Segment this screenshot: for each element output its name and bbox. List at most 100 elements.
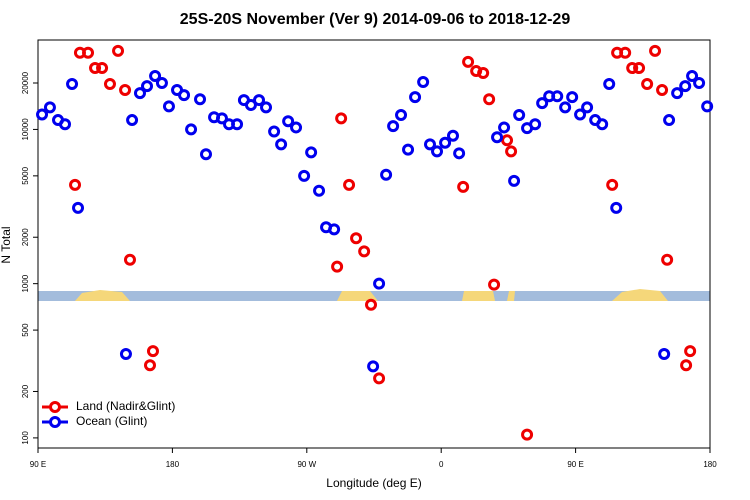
point	[103, 78, 116, 91]
point	[96, 62, 109, 75]
point	[365, 298, 378, 311]
point	[483, 93, 496, 106]
point	[658, 347, 671, 360]
point	[387, 120, 400, 133]
point	[335, 112, 348, 125]
point	[290, 121, 303, 134]
point	[343, 178, 356, 191]
y-tick-label: 2000	[21, 228, 30, 246]
point	[462, 55, 475, 68]
point	[610, 201, 623, 214]
point	[619, 46, 632, 59]
point	[350, 232, 363, 245]
point	[155, 76, 168, 89]
point	[641, 78, 654, 91]
point	[457, 180, 470, 193]
point	[244, 98, 257, 111]
point	[701, 100, 714, 113]
x-tick-label: 90 E	[30, 460, 46, 469]
land-strip	[612, 289, 668, 301]
land-strip	[337, 291, 378, 301]
point	[149, 70, 162, 83]
land-strip	[462, 291, 495, 301]
y-tick-label: 1000	[21, 274, 30, 292]
point	[260, 101, 273, 114]
point	[331, 260, 344, 273]
legend-marker	[49, 416, 61, 428]
x-tick-label: 0	[439, 460, 444, 469]
x-tick-label: 180	[166, 460, 180, 469]
series-0	[69, 44, 697, 441]
y-tick-label: 10000	[21, 118, 30, 141]
point	[253, 94, 266, 107]
y-tick-label: 500	[21, 323, 30, 337]
point	[72, 201, 85, 214]
point	[505, 145, 518, 158]
x-tick-label: 90 E	[567, 460, 583, 469]
point	[521, 428, 534, 441]
point	[536, 97, 549, 110]
point	[112, 44, 125, 57]
point	[498, 121, 511, 134]
point	[477, 67, 490, 80]
point	[626, 62, 639, 75]
y-tick-label: 200	[21, 384, 30, 398]
point	[566, 91, 579, 104]
point	[661, 253, 674, 266]
point	[606, 178, 619, 191]
point	[574, 108, 587, 121]
y-axis-label: N Total	[0, 226, 13, 263]
point	[82, 46, 95, 59]
series-1	[36, 70, 714, 373]
x-tick-label: 90 W	[297, 460, 316, 469]
point	[126, 114, 139, 127]
point	[633, 62, 646, 75]
point	[146, 345, 159, 358]
point	[268, 125, 281, 138]
point	[508, 174, 521, 187]
point	[367, 360, 380, 373]
point	[178, 89, 191, 102]
point	[119, 347, 132, 360]
point	[275, 138, 288, 151]
point	[446, 129, 459, 142]
point	[603, 78, 616, 91]
point	[686, 70, 699, 83]
point	[133, 87, 146, 100]
point	[671, 87, 684, 100]
point	[491, 131, 504, 144]
point	[89, 62, 102, 75]
legend-label: Ocean (Glint)	[76, 414, 147, 428]
land-strip	[75, 290, 130, 301]
point	[36, 108, 49, 121]
legend-marker	[49, 401, 61, 413]
point	[439, 136, 452, 149]
point	[663, 114, 676, 127]
chart-title: 25S-20S November (Ver 9) 2014-09-06 to 2…	[180, 11, 571, 28]
y-tick-label: 20000	[21, 71, 30, 94]
point	[501, 134, 514, 147]
x-axis-label: Longitude (deg E)	[326, 476, 421, 490]
point	[693, 76, 706, 89]
point	[395, 109, 408, 122]
legend: Land (Nadir&Glint)Ocean (Glint)	[42, 399, 175, 428]
point	[185, 123, 198, 136]
point	[656, 84, 669, 97]
point	[231, 118, 244, 131]
point	[123, 253, 136, 266]
point	[298, 169, 311, 182]
point	[59, 118, 72, 131]
point	[162, 100, 175, 113]
point	[679, 80, 692, 93]
plot-frame	[37, 39, 711, 449]
point	[380, 168, 393, 181]
point	[424, 138, 436, 151]
point	[596, 118, 609, 131]
point	[559, 101, 572, 114]
point	[402, 143, 415, 156]
land-strip	[507, 291, 515, 301]
point	[141, 80, 154, 93]
y-tick-label: 100	[21, 431, 30, 445]
